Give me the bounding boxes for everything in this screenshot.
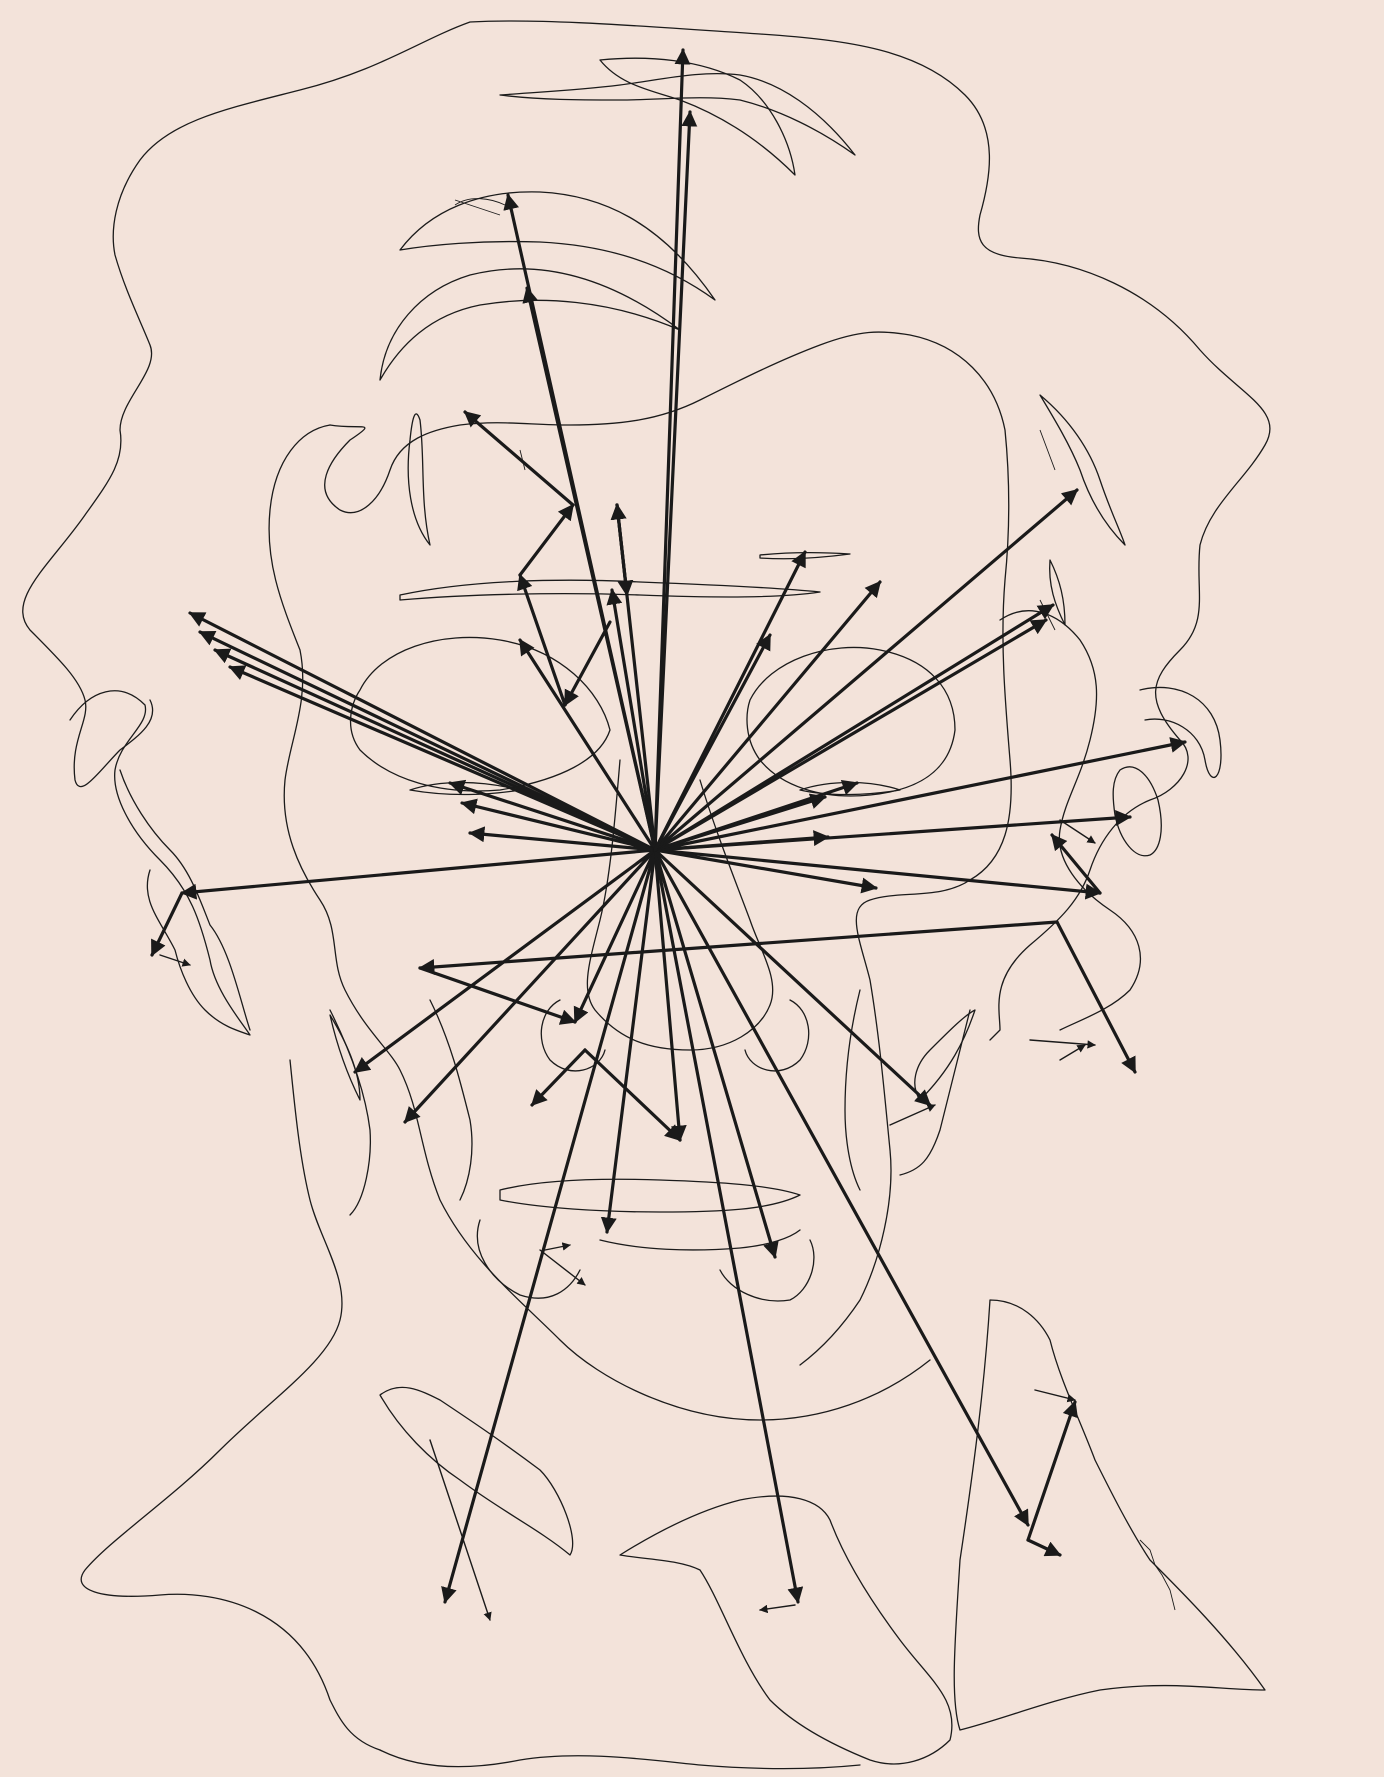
hair-outline (22, 20, 1271, 1041)
right-ear-lobe (1139, 686, 1222, 779)
mouth-upper (499, 1178, 801, 1213)
nasolabial-right (844, 989, 861, 1191)
arrow (418, 920, 1059, 975)
arrow (517, 573, 567, 707)
hair-strand-mid-1 (399, 191, 716, 301)
arrow (583, 1048, 682, 1142)
arrow (1026, 1538, 1062, 1557)
collar-left (379, 1386, 574, 1556)
arrow (429, 1439, 492, 1621)
arrow (188, 611, 657, 852)
collar-right (619, 1495, 953, 1765)
arrow (1034, 1389, 1076, 1403)
left-cheek-line (329, 1009, 371, 1216)
arrow (448, 779, 657, 852)
arrow (150, 891, 184, 957)
arrow (653, 848, 1102, 900)
arrow (1059, 819, 1096, 844)
right-hair-wisp-2 (1049, 559, 1066, 626)
arrow (418, 966, 577, 1025)
arrow (463, 410, 575, 507)
arrow (518, 638, 657, 852)
arrow (563, 620, 612, 707)
hair-strand-top-2 (599, 57, 796, 176)
arrow (653, 848, 687, 1142)
chin-left (476, 1219, 581, 1299)
right-eyebrow (759, 551, 851, 560)
arrow (522, 286, 657, 852)
arrow (653, 848, 779, 1259)
arrow (213, 648, 657, 852)
arrow (180, 848, 657, 900)
arrow (606, 588, 657, 852)
hair-left-lower (69, 690, 251, 1036)
right-cheek-line (899, 1009, 971, 1176)
arrow (518, 503, 575, 577)
shirt-lower (379, 1749, 861, 1770)
arrow (653, 848, 932, 1107)
right-hair-wisp-1 (1039, 394, 1126, 546)
nasolabial-left (429, 999, 473, 1201)
arrow (600, 848, 657, 1234)
arrow (403, 848, 657, 1124)
arrow (1059, 1044, 1086, 1061)
arrow (653, 737, 1187, 852)
arrow (653, 633, 772, 852)
arrow (653, 848, 1030, 1527)
arrow (653, 793, 827, 852)
arrow (653, 488, 1079, 852)
arrow (653, 830, 830, 852)
arrow (653, 848, 804, 1604)
hair-wisp-detail (454, 198, 1056, 631)
left-eyebrow (399, 579, 821, 601)
hair-strand-left (407, 413, 431, 546)
arrow (539, 1249, 586, 1286)
arrow (759, 1604, 796, 1614)
radial-arrows (180, 48, 1187, 1604)
left-hair-tuft (119, 769, 251, 1031)
arrow (468, 826, 657, 852)
chain-arrows (150, 410, 1137, 1557)
left-eye-socket (349, 636, 611, 792)
arrow (1026, 1400, 1078, 1542)
mouth-lower (599, 1229, 801, 1251)
arrow (198, 630, 657, 852)
arrow (573, 848, 657, 1024)
arrow (615, 503, 634, 597)
arrow (1050, 833, 1102, 895)
right-ear-outline (999, 610, 1142, 1031)
chin-right (719, 1239, 815, 1302)
arrow (1029, 1039, 1096, 1049)
nose-right-wing (744, 999, 810, 1072)
hair-strand-top-1 (499, 73, 856, 156)
arrow (228, 665, 657, 852)
arrow (159, 954, 191, 967)
right-eye (799, 781, 901, 796)
arrow (544, 1242, 571, 1251)
nose-outline (586, 759, 774, 1051)
face-outline (268, 424, 931, 1421)
hair-strand-mid-2 (379, 268, 681, 381)
arrow (653, 110, 698, 852)
arrow (530, 1048, 587, 1107)
arrow (653, 618, 1048, 852)
arrow (1055, 920, 1137, 1074)
right-ear-inner (1112, 766, 1162, 857)
zigzag-detail (1139, 1539, 1176, 1611)
arrow (653, 48, 691, 852)
arrow (653, 848, 878, 894)
arrow (460, 798, 657, 852)
small-arrows (159, 819, 1096, 1621)
lower-left-tuft (329, 1014, 361, 1101)
arrow (441, 848, 657, 1604)
arrow (653, 580, 882, 852)
lower-right-tuft (914, 1009, 976, 1101)
neck-right (953, 1299, 1266, 1731)
neck-left (80, 1059, 381, 1751)
arrow (889, 1104, 936, 1126)
